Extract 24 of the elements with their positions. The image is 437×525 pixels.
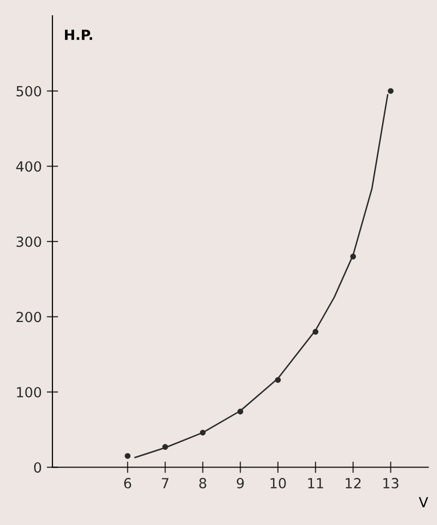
x-tick-label: 10 [270, 478, 286, 488]
x-axis-title: V [418, 497, 428, 508]
point [124, 453, 130, 459]
x-tick-label: 6 [124, 478, 132, 488]
point [350, 254, 356, 260]
x-tick-label: 7 [162, 478, 168, 488]
x-tick-label: 12 [346, 478, 361, 488]
y-tick-label: 300 [16, 236, 42, 247]
y-tick-label: 400 [16, 161, 42, 172]
point [200, 430, 206, 436]
y-tick-label: 100 [17, 386, 42, 398]
point [275, 377, 281, 383]
point [162, 444, 168, 450]
point [237, 408, 244, 414]
x-tick-label: 11 [308, 478, 324, 488]
point [312, 328, 318, 335]
y-tick-label: 500 [16, 86, 42, 96]
y-tick-label: 200 [16, 312, 42, 322]
y-tick-label: 0 [34, 462, 42, 473]
x-tick-label: 9 [236, 478, 244, 488]
y-axis-title: H.P. [64, 30, 92, 40]
x-tick-label: 13 [383, 478, 398, 488]
x-tick-label: 8 [199, 478, 206, 488]
point [388, 88, 394, 94]
